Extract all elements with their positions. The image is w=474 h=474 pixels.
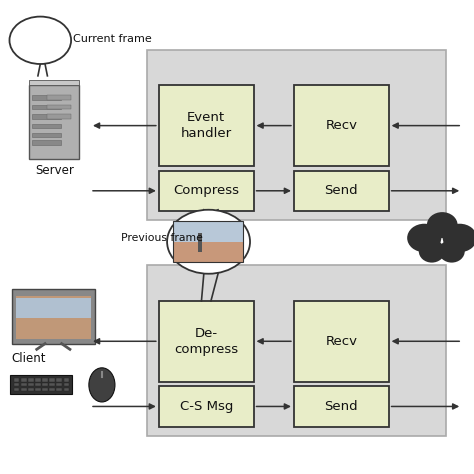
Bar [56,378,62,382]
Bar [159,85,254,166]
Bar [14,388,19,391]
Bar [173,242,243,262]
Bar [294,171,389,211]
Text: Current frame: Current frame [73,34,152,44]
Ellipse shape [167,210,250,274]
Bar [64,383,69,386]
Bar [32,124,61,128]
Text: Recv: Recv [325,335,357,348]
Bar [35,388,41,391]
Ellipse shape [439,240,465,263]
Text: Event
handler: Event handler [181,111,232,140]
Bar [49,383,55,386]
Ellipse shape [427,212,458,238]
Ellipse shape [443,224,474,252]
Bar [47,105,71,109]
Bar [16,299,91,318]
Bar [147,50,446,220]
Text: De-
compress: De- compress [174,327,238,356]
Bar [159,386,254,427]
Bar [32,105,61,109]
Bar [159,171,254,211]
Bar [28,388,34,391]
Bar [294,85,389,166]
Ellipse shape [419,240,445,263]
Bar [64,388,69,391]
Bar [49,378,55,382]
Ellipse shape [89,368,115,402]
Text: Client: Client [12,352,46,365]
Text: Previous frame: Previous frame [121,233,203,243]
Bar [173,221,243,242]
Bar [32,133,61,137]
Bar [42,388,48,391]
Ellipse shape [407,224,441,252]
Text: Server: Server [35,164,74,176]
Bar [14,383,19,386]
Bar [14,378,19,382]
Text: Compress: Compress [173,184,239,197]
Bar [28,383,34,386]
Bar [147,265,446,436]
Bar [21,383,27,386]
Bar [294,301,389,382]
Bar [47,95,71,100]
Bar [12,289,95,344]
Bar [64,378,69,382]
Bar [294,386,389,427]
Bar [49,388,55,391]
Bar [32,140,61,145]
Bar [35,378,41,382]
Bar [198,233,202,252]
Bar [10,375,72,394]
Bar [28,378,34,382]
Text: Send: Send [325,184,358,197]
Bar [35,383,41,386]
Ellipse shape [9,17,71,64]
Bar [42,378,48,382]
Bar [32,95,61,100]
Bar [56,383,62,386]
Bar [29,85,79,159]
Bar [47,114,71,118]
Bar [42,383,48,386]
Bar [21,378,27,382]
Bar [16,296,91,339]
Text: Send: Send [325,400,358,413]
Bar [159,301,254,382]
Bar [56,388,62,391]
Bar [32,114,61,118]
Text: C-S Msg: C-S Msg [180,400,233,413]
Text: Recv: Recv [325,119,357,132]
Bar [21,388,27,391]
Bar [173,221,243,262]
Bar [29,80,79,85]
